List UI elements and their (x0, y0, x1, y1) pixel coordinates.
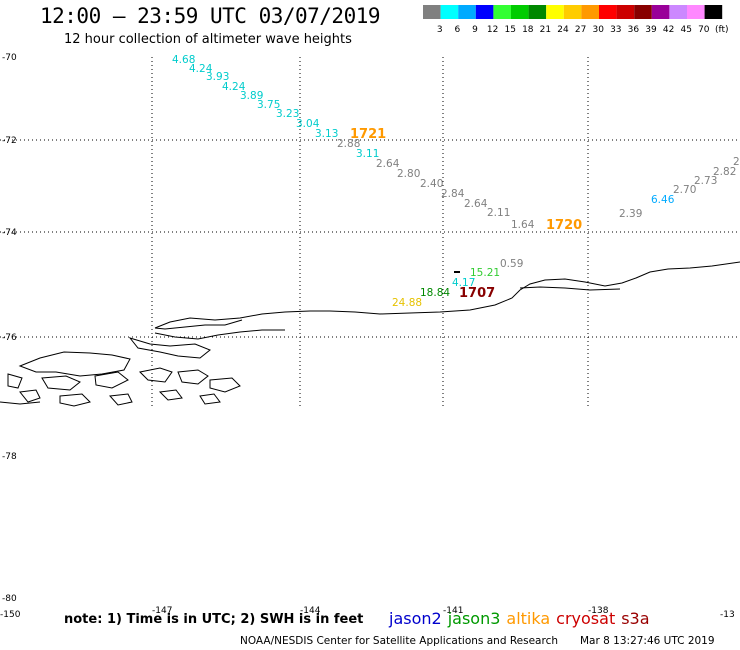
colorbar-label: 70 (698, 25, 710, 35)
chart-subtitle: 12 hour collection of altimeter wave hei… (64, 32, 352, 47)
credit-line: NOAA/NESDIS Center for Satellite Applica… (240, 635, 558, 647)
latitude-label: -78 (2, 452, 17, 462)
mission-altika: altika (506, 609, 551, 628)
pass-time-label: 1721 (350, 127, 386, 142)
colorbar-label: 30 (592, 25, 604, 35)
graticule (0, 57, 740, 408)
latitude-label: -80 (2, 594, 17, 604)
colorbar-cell (511, 5, 529, 19)
longitude-label: -147 (152, 606, 172, 616)
mission-legend: jason2 jason3 altika cryosat s3a (389, 609, 656, 628)
colorbar-cell (528, 5, 547, 19)
colorbar-cell (616, 5, 635, 19)
colorbar-label: 27 (575, 25, 586, 35)
latitude-label: -76 (2, 333, 17, 343)
wave-height-value: 3.89 (240, 90, 263, 102)
longitude-label: -141 (443, 606, 463, 616)
wave-height-value: 2.88 (337, 138, 360, 150)
longitude-label: -150 (0, 610, 21, 620)
wave-height-value: 2 (733, 156, 740, 168)
wave-height-value: 2.80 (397, 168, 420, 180)
wave-height-value: 2.82 (713, 166, 736, 178)
wave-height-value: 15.21 (470, 267, 500, 279)
mission-jason2: jason2 (389, 609, 442, 628)
colorbar-label: 6 (455, 25, 461, 35)
latitude-labels: -70 -72 -74 -76 -78 -80 (2, 53, 17, 604)
pass-time-label: 1720 (546, 218, 582, 233)
colorbar-cell (423, 5, 441, 19)
wave-height-value: 2.64 (376, 158, 400, 170)
latitude-label: -70 (2, 53, 17, 63)
colorbar-unit: (ft) (715, 25, 729, 35)
colorbar-cell (581, 5, 599, 19)
chart-title: 12:00 – 23:59 UTC 03/07/2019 (40, 4, 381, 28)
longitude-label: -144 (300, 606, 321, 616)
latitude-label: -72 (2, 136, 17, 146)
colorbar-cell (687, 5, 705, 19)
colorbar-label: 36 (628, 25, 640, 35)
satellite-pass-times: 1721 1720 1707 (350, 127, 582, 301)
wave-height-value: 2.84 (441, 188, 465, 200)
colorbar-cell (599, 5, 617, 19)
colorbar-label: 18 (522, 25, 534, 35)
mission-jason3: jason3 (447, 609, 501, 628)
colorbar-cell (563, 5, 582, 19)
colorbar-cell (458, 5, 476, 19)
wave-height-value: 2.64 (464, 198, 488, 210)
wave-height-value: 6.46 (651, 194, 675, 206)
colorbar-cell (493, 5, 511, 19)
wave-height-value: 4.68 (172, 54, 195, 66)
colorbar-cell (475, 5, 494, 19)
pass-time-label: 1707 (459, 286, 495, 301)
wave-height-value: 2.70 (673, 184, 696, 196)
colorbar-label: 21 (540, 25, 551, 35)
wave-height-colorbar: 3 6 9 12 15 18 21 24 27 30 33 36 39 42 45 70 (ft) (423, 5, 729, 35)
wave-height-observations: 4.684.243.934.243.893.753.233.043.132.88… (172, 54, 740, 309)
wave-height-value: 2.11 (487, 207, 510, 219)
colorbar-label: 39 (645, 25, 657, 35)
mission-s3a: s3a (621, 609, 650, 628)
wave-height-value: 4.24 (189, 63, 213, 75)
wave-height-value: 3.04 (296, 118, 320, 130)
wave-height-value: 3.75 (257, 99, 280, 111)
latitude-label: -74 (2, 228, 17, 238)
colorbar-label: 33 (610, 25, 621, 35)
wave-height-value: 24.88 (392, 297, 422, 309)
wave-height-value: 4.24 (222, 81, 246, 93)
footer-note: note: 1) Time is in UTC; 2) SWH is in fe… (64, 612, 364, 627)
wave-height-value: 18.84 (420, 287, 450, 299)
colorbar-cell (704, 5, 723, 19)
colorbar-cell (440, 5, 459, 19)
colorbar-cell (669, 5, 687, 19)
coastline (0, 261, 740, 407)
wave-height-value: 2.39 (619, 208, 642, 220)
wave-height-value: 2.73 (694, 175, 717, 187)
generation-timestamp: Mar 8 13:27:46 UTC 2019 (580, 635, 715, 647)
colorbar-label: 42 (663, 25, 674, 35)
wave-height-value: 3.93 (206, 71, 229, 83)
colorbar-label: 45 (680, 25, 691, 35)
wave-height-value: 3.11 (356, 148, 379, 160)
wave-height-value: 0.59 (500, 258, 523, 270)
wave-height-value: 1.64 (511, 219, 535, 231)
colorbar-label: 15 (504, 25, 515, 35)
colorbar-label: 12 (487, 25, 498, 35)
colorbar-label: 24 (557, 25, 569, 35)
wave-height-value: 3.23 (276, 108, 299, 120)
colorbar-label: 9 (472, 25, 478, 35)
wave-height-value: 3.13 (315, 128, 338, 140)
colorbar-label: 3 (437, 25, 443, 35)
colorbar-cell (634, 5, 652, 19)
wave-height-value: 2.40 (420, 178, 443, 190)
wave-height-value: 4.17 (452, 277, 475, 289)
colorbar-cell (546, 5, 564, 19)
longitude-label: -138 (588, 606, 609, 616)
mission-cryosat: cryosat (556, 609, 616, 628)
longitude-labels: -150 -147 -144 -141 -138 -13 (0, 606, 735, 620)
longitude-label: -13 (720, 610, 735, 620)
colorbar-cell (651, 5, 670, 19)
